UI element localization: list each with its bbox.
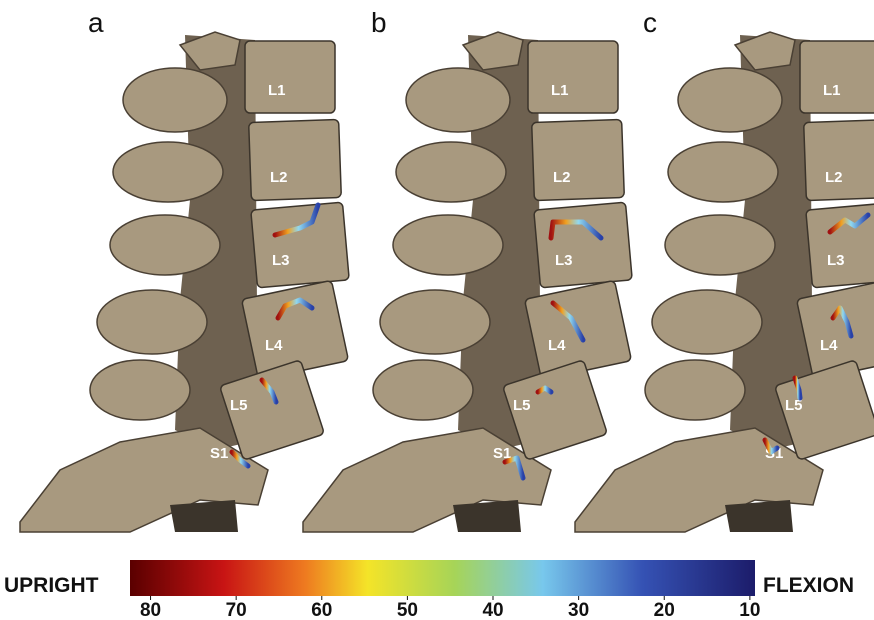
- posterior-element: [668, 142, 778, 202]
- colorbar-left-label: UPRIGHT: [4, 574, 99, 597]
- colorbar-gradient: [130, 560, 755, 596]
- vertebra-label: L2: [270, 169, 288, 186]
- vertebra-label: L4: [820, 337, 838, 354]
- vertebra-label: L5: [230, 397, 248, 414]
- posterior-element: [393, 215, 503, 275]
- posterior-element: [97, 290, 207, 354]
- colorbar-tick-label: 80: [140, 600, 161, 620]
- colorbar: UPRIGHT FLEXION 80 70 60 50 40 30 20 10: [4, 560, 854, 620]
- posterior-element: [380, 290, 490, 354]
- vertebra-label: S1: [210, 445, 228, 462]
- panel-label: b: [371, 7, 387, 38]
- vertebra-label: L1: [823, 82, 841, 99]
- colorbar-tick-label: 70: [226, 600, 247, 620]
- posterior-element: [678, 68, 782, 132]
- posterior-element: [113, 142, 223, 202]
- figure: L1L2L3L4L5S1aL1L2L3L4L5S1bL1L2L3L4L5S1c …: [0, 0, 874, 620]
- vertebra-label: L4: [548, 337, 566, 354]
- colorbar-tick-label: 60: [311, 600, 332, 620]
- vertebra-label: L3: [827, 252, 845, 269]
- colorbar-tick-label: 40: [482, 600, 503, 620]
- vertebral-body: [806, 202, 874, 288]
- posterior-element: [396, 142, 506, 202]
- panel-label: c: [643, 7, 657, 38]
- posterior-element: [406, 68, 510, 132]
- vertebra-label: L5: [513, 397, 531, 414]
- vertebra-label: L4: [265, 337, 283, 354]
- posterior-element: [110, 215, 220, 275]
- coccyx-shadow: [725, 500, 793, 532]
- vertebra-label: L3: [272, 252, 290, 269]
- vertebra-label: L2: [825, 169, 843, 186]
- vertebral-body: [528, 41, 618, 113]
- colorbar-right-label: FLEXION: [763, 574, 854, 597]
- coccyx-shadow: [453, 500, 521, 532]
- panel-label: a: [88, 7, 104, 38]
- posterior-element: [652, 290, 762, 354]
- vertebra-label: L1: [268, 82, 286, 99]
- colorbar-tick-label: 50: [397, 600, 418, 620]
- vertebral-body: [249, 119, 342, 200]
- coccyx-shadow: [170, 500, 238, 532]
- posterior-element: [665, 215, 775, 275]
- vertebral-body: [800, 41, 874, 113]
- vertebral-body: [534, 202, 632, 288]
- vertebra-label: L1: [551, 82, 569, 99]
- colorbar-tick-label: 10: [739, 600, 760, 620]
- vertebral-body: [251, 202, 349, 288]
- posterior-element: [645, 360, 745, 420]
- vertebra-label: L2: [553, 169, 571, 186]
- vertebral-body: [245, 41, 335, 113]
- vertebral-body: [804, 119, 874, 200]
- vertebra-label: L3: [555, 252, 573, 269]
- colorbar-tick-label: 20: [654, 600, 675, 620]
- colorbar-tick-label: 30: [568, 600, 589, 620]
- posterior-element: [123, 68, 227, 132]
- vertebral-body: [532, 119, 625, 200]
- posterior-element: [90, 360, 190, 420]
- spine-panel: L1 L2 L3 L4 L5 S1 a: [20, 7, 349, 532]
- posterior-element: [373, 360, 473, 420]
